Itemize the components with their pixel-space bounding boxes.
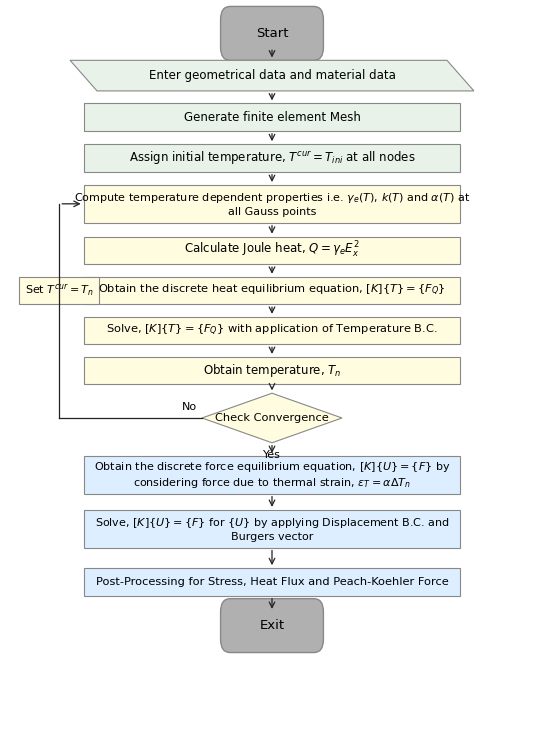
Text: Start: Start	[256, 27, 288, 40]
Text: Compute temperature dependent properties i.e. $\gamma_e(T)$, $k(T)$ and $\alpha(: Compute temperature dependent properties…	[74, 191, 470, 217]
Text: Enter geometrical data and material data: Enter geometrical data and material data	[149, 69, 395, 82]
FancyBboxPatch shape	[220, 599, 324, 653]
FancyBboxPatch shape	[84, 456, 460, 494]
FancyBboxPatch shape	[84, 317, 460, 344]
Text: Generate finite element Mesh: Generate finite element Mesh	[183, 111, 361, 123]
Text: Solve, $[K]\{U\} = \{F\}$ for $\{U\}$ by applying Displacement B.C. and
Burgers : Solve, $[K]\{U\} = \{F\}$ for $\{U\}$ by…	[95, 516, 449, 542]
FancyBboxPatch shape	[84, 568, 460, 596]
Text: Yes: Yes	[263, 450, 281, 460]
FancyBboxPatch shape	[220, 7, 324, 60]
Text: Obtain the discrete heat equilibrium equation, $[K]\{T\} = \{F_Q\}$: Obtain the discrete heat equilibrium equ…	[98, 283, 446, 298]
Text: Check Convergence: Check Convergence	[215, 413, 329, 423]
Text: Post-Processing for Stress, Heat Flux and Peach-Koehler Force: Post-Processing for Stress, Heat Flux an…	[96, 577, 448, 587]
Text: Calculate Joule heat, $Q = \gamma_e E_x^2$: Calculate Joule heat, $Q = \gamma_e E_x^…	[184, 241, 360, 261]
Text: Obtain temperature, $T_n$: Obtain temperature, $T_n$	[203, 362, 341, 379]
Text: Obtain the discrete force equilibrium equation, $[K]\{U\} = \{F\}$ by
considerin: Obtain the discrete force equilibrium eq…	[94, 459, 450, 490]
Polygon shape	[70, 60, 474, 91]
Text: Set $T^{cur} = T_n$: Set $T^{cur} = T_n$	[25, 283, 94, 298]
Text: Assign initial temperature, $T^{cur} = T_{ini}$ at all nodes: Assign initial temperature, $T^{cur} = T…	[129, 149, 415, 167]
FancyBboxPatch shape	[84, 510, 460, 548]
Text: No: No	[182, 402, 196, 412]
FancyBboxPatch shape	[84, 277, 460, 305]
FancyBboxPatch shape	[84, 185, 460, 222]
FancyBboxPatch shape	[84, 357, 460, 385]
FancyBboxPatch shape	[84, 236, 460, 264]
Polygon shape	[202, 393, 342, 443]
Text: Solve, $[K]\{T\} = \{F_Q\}$ with application of Temperature B.C.: Solve, $[K]\{T\} = \{F_Q\}$ with applica…	[106, 323, 438, 338]
FancyBboxPatch shape	[84, 103, 460, 131]
Text: Exit: Exit	[259, 619, 285, 632]
FancyBboxPatch shape	[20, 277, 99, 305]
FancyBboxPatch shape	[84, 144, 460, 172]
